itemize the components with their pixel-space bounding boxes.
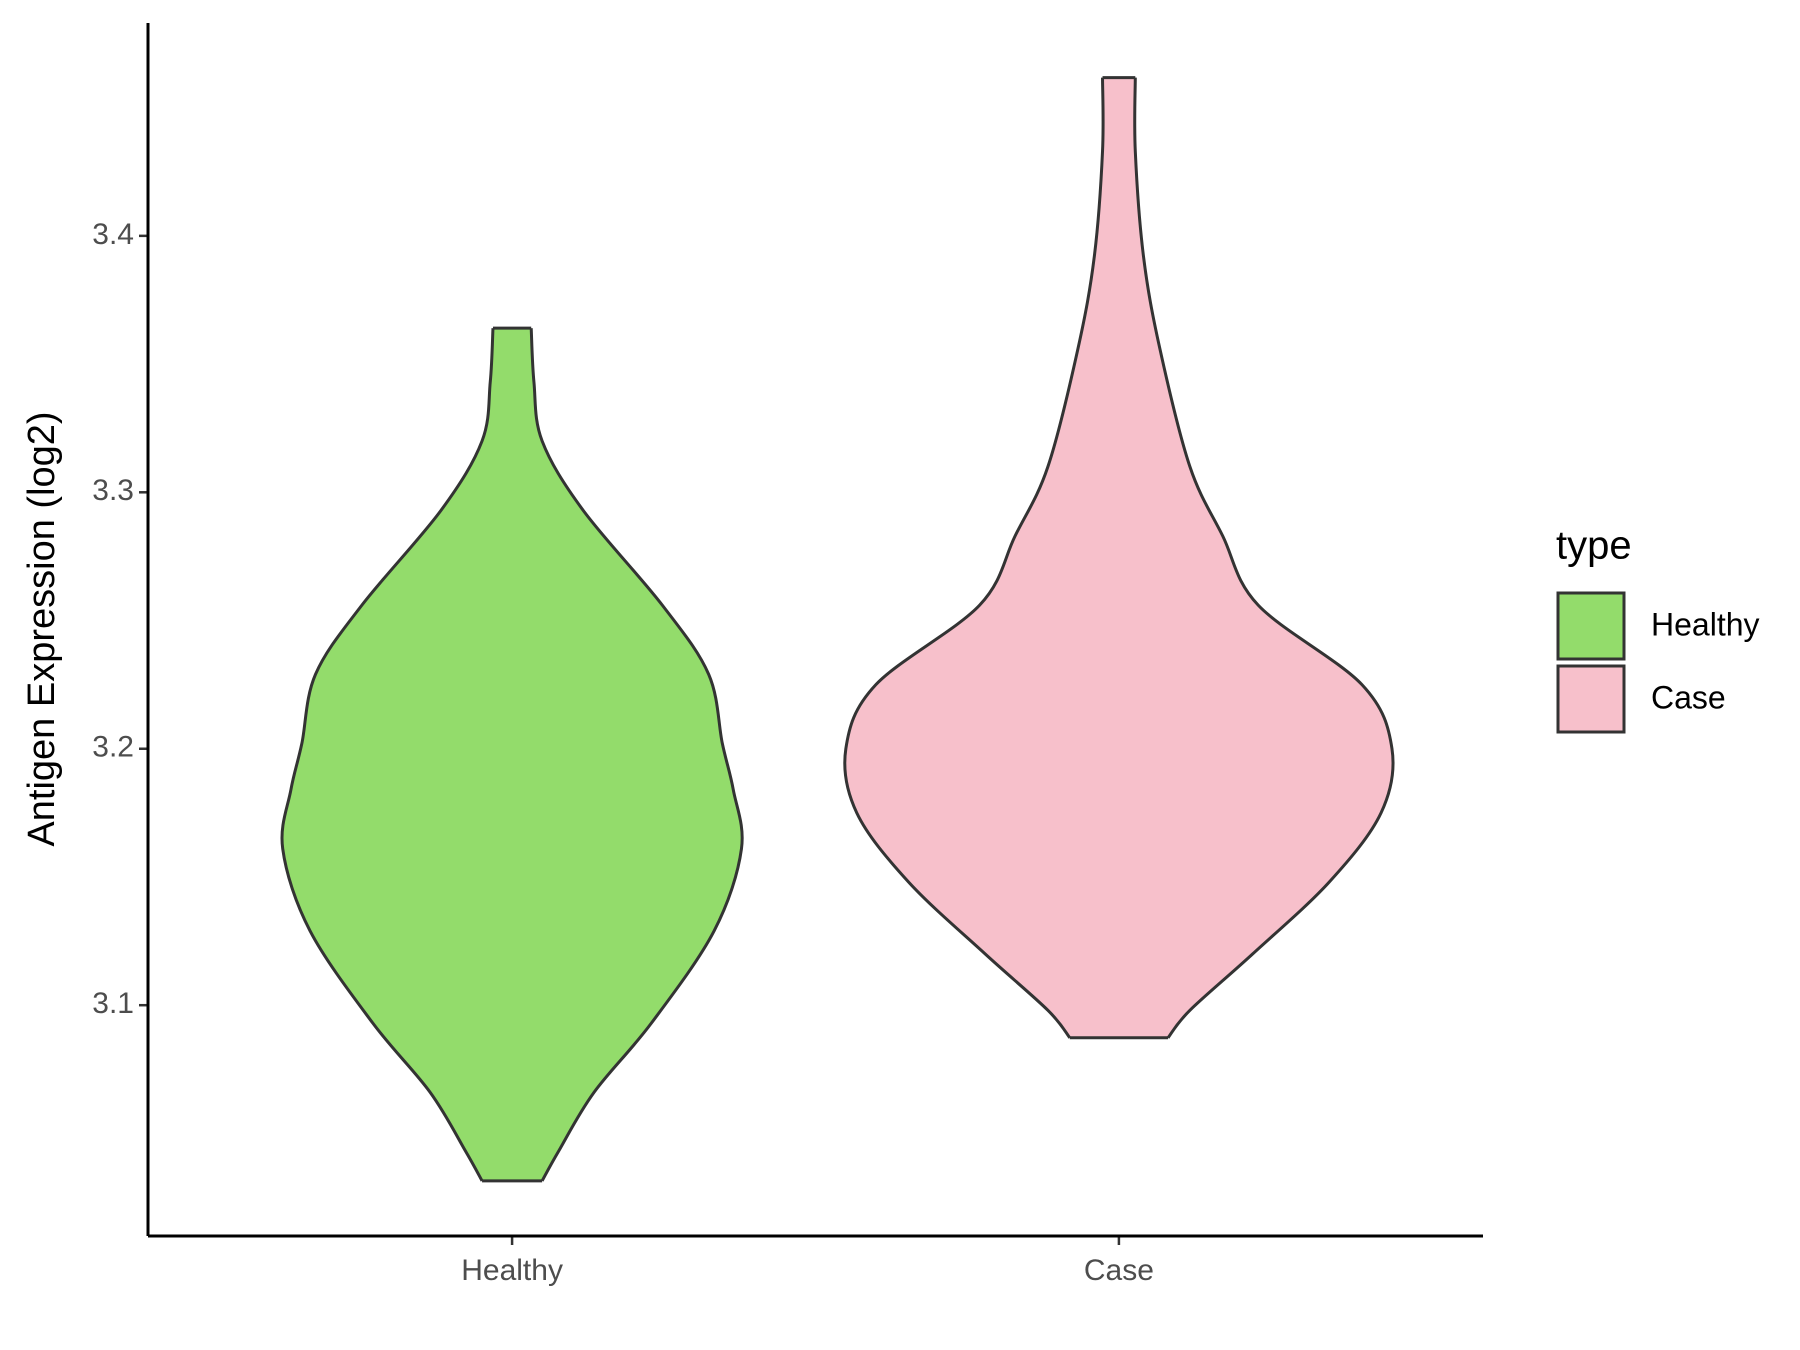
y-tick-label: 3.3 xyxy=(92,474,134,507)
violin-left xyxy=(280,328,495,1182)
violin-right xyxy=(529,328,744,1182)
legend-title: type xyxy=(1556,524,1632,568)
violin-left xyxy=(843,77,1105,1039)
x-tick-label: Healthy xyxy=(461,1254,563,1287)
violin-fill xyxy=(844,77,1394,1038)
y-axis-title: Antigen Expression (log2) xyxy=(21,411,63,846)
legend-key xyxy=(1556,591,1626,661)
violin-fill xyxy=(281,328,743,1181)
legend-label: Healthy xyxy=(1651,606,1760,642)
y-tick-label: 3.4 xyxy=(92,218,134,251)
legend-label: Case xyxy=(1651,679,1726,715)
x-tick-label: Case xyxy=(1084,1254,1154,1287)
y-tick-label: 3.2 xyxy=(92,731,134,764)
legend-key xyxy=(1556,664,1626,734)
y-tick-label: 3.1 xyxy=(92,987,134,1020)
violin-right xyxy=(1133,77,1395,1039)
